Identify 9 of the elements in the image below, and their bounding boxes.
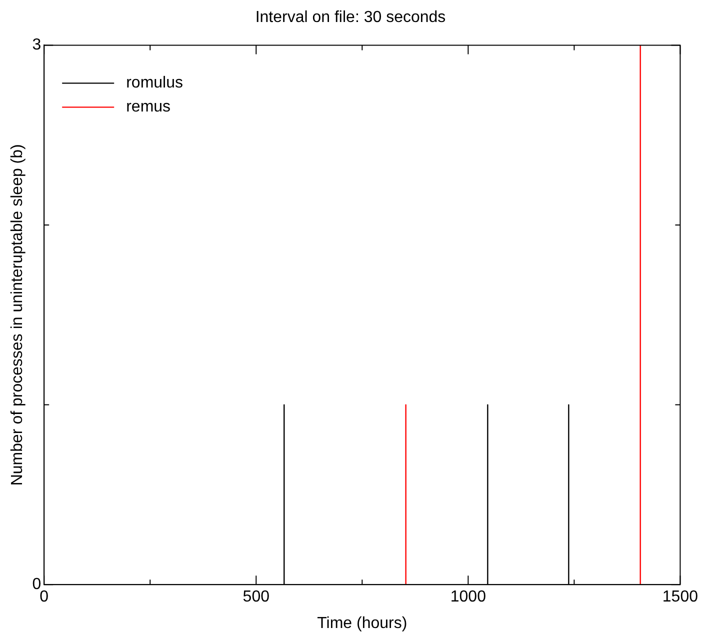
x-tick-label: 1500 xyxy=(662,588,698,606)
legend-label: romulus xyxy=(126,74,184,92)
y-tick-label: 3 xyxy=(32,36,42,54)
legend-label: remus xyxy=(126,98,171,116)
x-axis-title: Time (hours) xyxy=(317,614,408,632)
x-tick-label: 1000 xyxy=(450,588,486,606)
chart-title: Interval on file: 30 seconds xyxy=(255,9,446,26)
y-axis-title: Number of processes in uninteruptable sleep (b) xyxy=(9,144,26,486)
x-tick-label: 500 xyxy=(242,588,270,606)
